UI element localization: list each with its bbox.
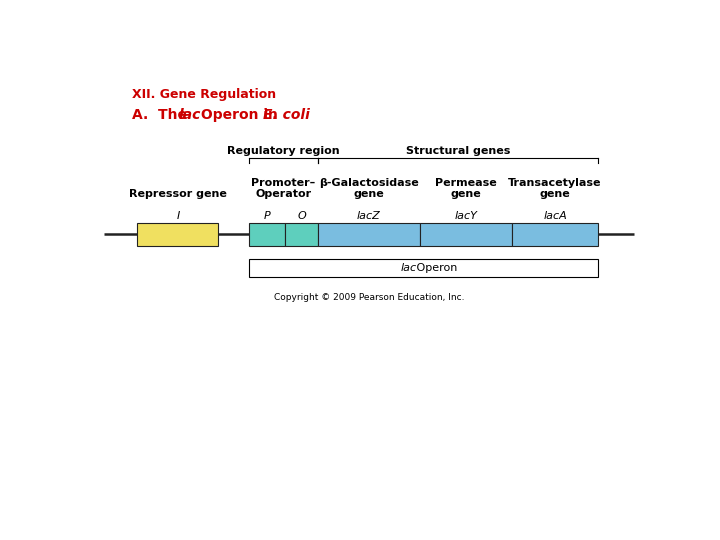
- Text: lac: lac: [400, 263, 416, 273]
- Text: lacY: lacY: [454, 211, 477, 221]
- Text: XII. Gene Regulation: XII. Gene Regulation: [132, 87, 276, 100]
- Text: Repressor gene: Repressor gene: [129, 189, 227, 199]
- Bar: [138, 223, 218, 246]
- Text: I: I: [176, 211, 179, 221]
- Text: A.  The: A. The: [132, 109, 192, 123]
- Text: lac: lac: [179, 109, 201, 123]
- Bar: [420, 223, 512, 246]
- Text: E. coli: E. coli: [263, 109, 310, 123]
- Text: Permease
gene: Permease gene: [435, 178, 497, 199]
- Text: Copyright © 2009 Pearson Education, Inc.: Copyright © 2009 Pearson Education, Inc.: [274, 294, 464, 302]
- Bar: [318, 223, 420, 246]
- Text: P: P: [264, 211, 271, 221]
- Text: lacZ: lacZ: [357, 211, 381, 221]
- Text: Operon: Operon: [413, 263, 457, 273]
- Text: Promoter–
Operator: Promoter– Operator: [251, 178, 315, 199]
- Bar: [512, 223, 598, 246]
- Text: Transacetylase
gene: Transacetylase gene: [508, 178, 602, 199]
- Text: lacA: lacA: [543, 211, 567, 221]
- Text: β-Galactosidase
gene: β-Galactosidase gene: [319, 178, 418, 199]
- Bar: [249, 223, 285, 246]
- Text: O: O: [297, 211, 306, 221]
- Text: Structural genes: Structural genes: [406, 146, 510, 156]
- Text: Operon in: Operon in: [196, 109, 282, 123]
- Bar: [249, 259, 598, 277]
- Bar: [285, 223, 318, 246]
- Text: Regulatory region: Regulatory region: [227, 146, 340, 156]
